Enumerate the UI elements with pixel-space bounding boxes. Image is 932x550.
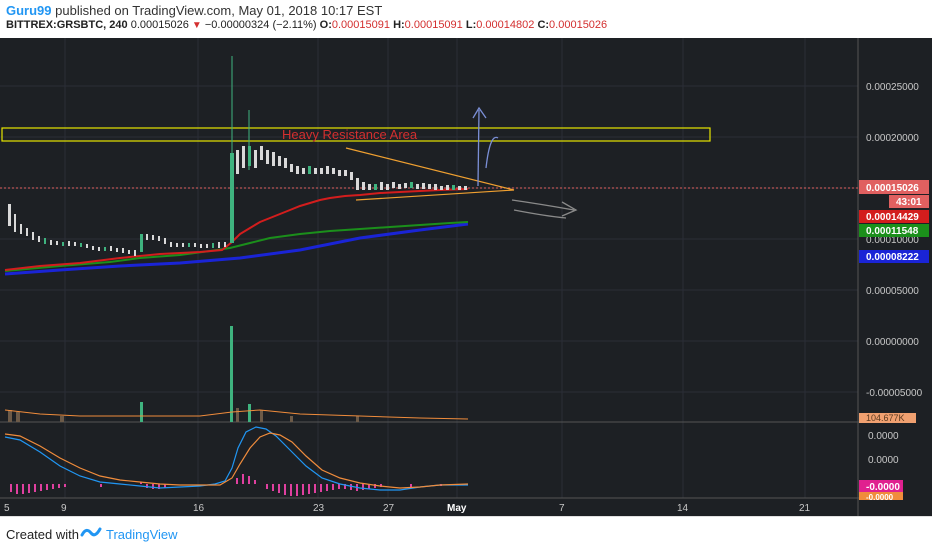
ma-blue-badge-bg xyxy=(859,250,929,263)
created-with-label: Created with xyxy=(6,527,79,542)
high-value: 0.00015091 xyxy=(404,19,463,31)
ma-green-badge-bg xyxy=(859,224,929,237)
signal-line xyxy=(4,432,469,489)
open-value: 0.00015091 xyxy=(331,19,390,31)
time-label: 27 xyxy=(383,503,395,514)
time-label: 21 xyxy=(799,503,811,514)
current-price-badge-bg xyxy=(859,180,929,194)
breakout-arrow-up[interactable] xyxy=(472,106,499,187)
price-tick: 0.00010000 xyxy=(866,235,919,246)
countdown-badge: 43:01 xyxy=(896,197,922,208)
price-tick: 0.00005000 xyxy=(866,286,919,297)
time-label: 16 xyxy=(193,503,205,514)
ma-blue-line xyxy=(4,222,469,276)
ma-red-badge-bg xyxy=(859,210,929,223)
ma-red-line xyxy=(4,188,469,271)
author-link[interactable]: Guru99 xyxy=(6,3,52,18)
price-tick: 0.00025000 xyxy=(866,82,919,93)
price-candles[interactable] xyxy=(8,56,467,256)
macd-histogram xyxy=(10,474,442,496)
time-label: 23 xyxy=(313,503,325,514)
indicator-axis-ticks[interactable]: 0.0000 0.0000 xyxy=(868,431,899,466)
orange-badge-bg xyxy=(859,492,903,500)
ma-red-badge: 0.00014429 xyxy=(866,212,919,223)
ma-blue-badge: 0.00008222 xyxy=(866,252,919,263)
resistance-label: Heavy Resistance Area xyxy=(282,127,418,142)
grid xyxy=(0,38,858,498)
resistance-zone[interactable] xyxy=(1,127,711,142)
chart-canvas[interactable]: Heavy Resistance Area xyxy=(0,38,932,516)
volume-bars xyxy=(8,326,359,422)
time-axis-labels[interactable]: 5 9 16 23 27 May 7 14 21 xyxy=(4,503,811,514)
macd-line xyxy=(4,426,468,491)
volume-badge-bg xyxy=(859,413,916,423)
orange-badge: -0.0000 xyxy=(866,493,894,502)
open-label: O: xyxy=(319,19,332,31)
time-label: May xyxy=(447,503,467,514)
current-price-badge: 0.00015026 xyxy=(866,183,919,194)
time-label: 5 xyxy=(4,503,10,514)
price-axis-ticks[interactable]: 0.00025000 0.00020000 0.00010000 0.00005… xyxy=(866,82,923,399)
close-label: C: xyxy=(537,19,550,31)
indicator-tick: 0.0000 xyxy=(868,431,899,442)
countdown-badge-bg xyxy=(889,195,929,208)
high-label: H: xyxy=(393,19,405,31)
pink-badge: -0.0000 xyxy=(866,482,900,493)
pink-badge-bg xyxy=(859,480,903,492)
symbol-label[interactable]: BITTREX:GRSBTC, 240 xyxy=(6,19,128,31)
chart-header: Guru99 published on TradingView.com, May… xyxy=(0,0,932,38)
tradingview-brand-link[interactable]: TradingView xyxy=(106,527,178,542)
sideways-arrow[interactable] xyxy=(511,199,578,219)
close-value: 0.00015026 xyxy=(549,19,608,31)
time-label: 9 xyxy=(61,503,67,514)
ohlc-legend: BITTREX:GRSBTC, 240 0.00015026 ▼ −0.0000… xyxy=(6,19,607,31)
down-arrow-icon: ▼ xyxy=(191,20,202,31)
indicator-badges: -0.0000 -0.0000 xyxy=(859,480,903,502)
price-badges: 0.00015026 43:01 0.00014429 0.00011548 0… xyxy=(859,180,929,423)
ma-green-badge: 0.00011548 xyxy=(866,226,919,237)
low-value: 0.00014802 xyxy=(476,19,535,31)
volume-badge: 104.677K xyxy=(866,413,905,423)
footer: Created with TradingView xyxy=(0,516,932,550)
price-tick: -0.00005000 xyxy=(866,388,923,399)
ma-green-line xyxy=(4,221,469,272)
price-axis-bg xyxy=(859,38,932,516)
triangle-pattern[interactable] xyxy=(345,147,515,201)
volume-ma-line xyxy=(4,409,469,420)
price-change: −0.00000324 (−2.11%) xyxy=(204,19,317,31)
price-tick: 0.00020000 xyxy=(866,133,919,144)
tradingview-logo-icon[interactable] xyxy=(80,525,102,541)
chart-area[interactable]: Heavy Resistance Area xyxy=(0,38,932,516)
time-label: 7 xyxy=(559,503,565,514)
low-label: L: xyxy=(465,19,477,31)
price-tick: 0.00000000 xyxy=(866,337,919,348)
published-text: published on TradingView.com, May 01, 20… xyxy=(55,3,383,18)
time-label: 14 xyxy=(677,503,689,514)
publish-info: Guru99 published on TradingView.com, May… xyxy=(6,3,382,18)
indicator-tick: 0.0000 xyxy=(868,455,899,466)
last-price: 0.00015026 xyxy=(130,19,189,31)
